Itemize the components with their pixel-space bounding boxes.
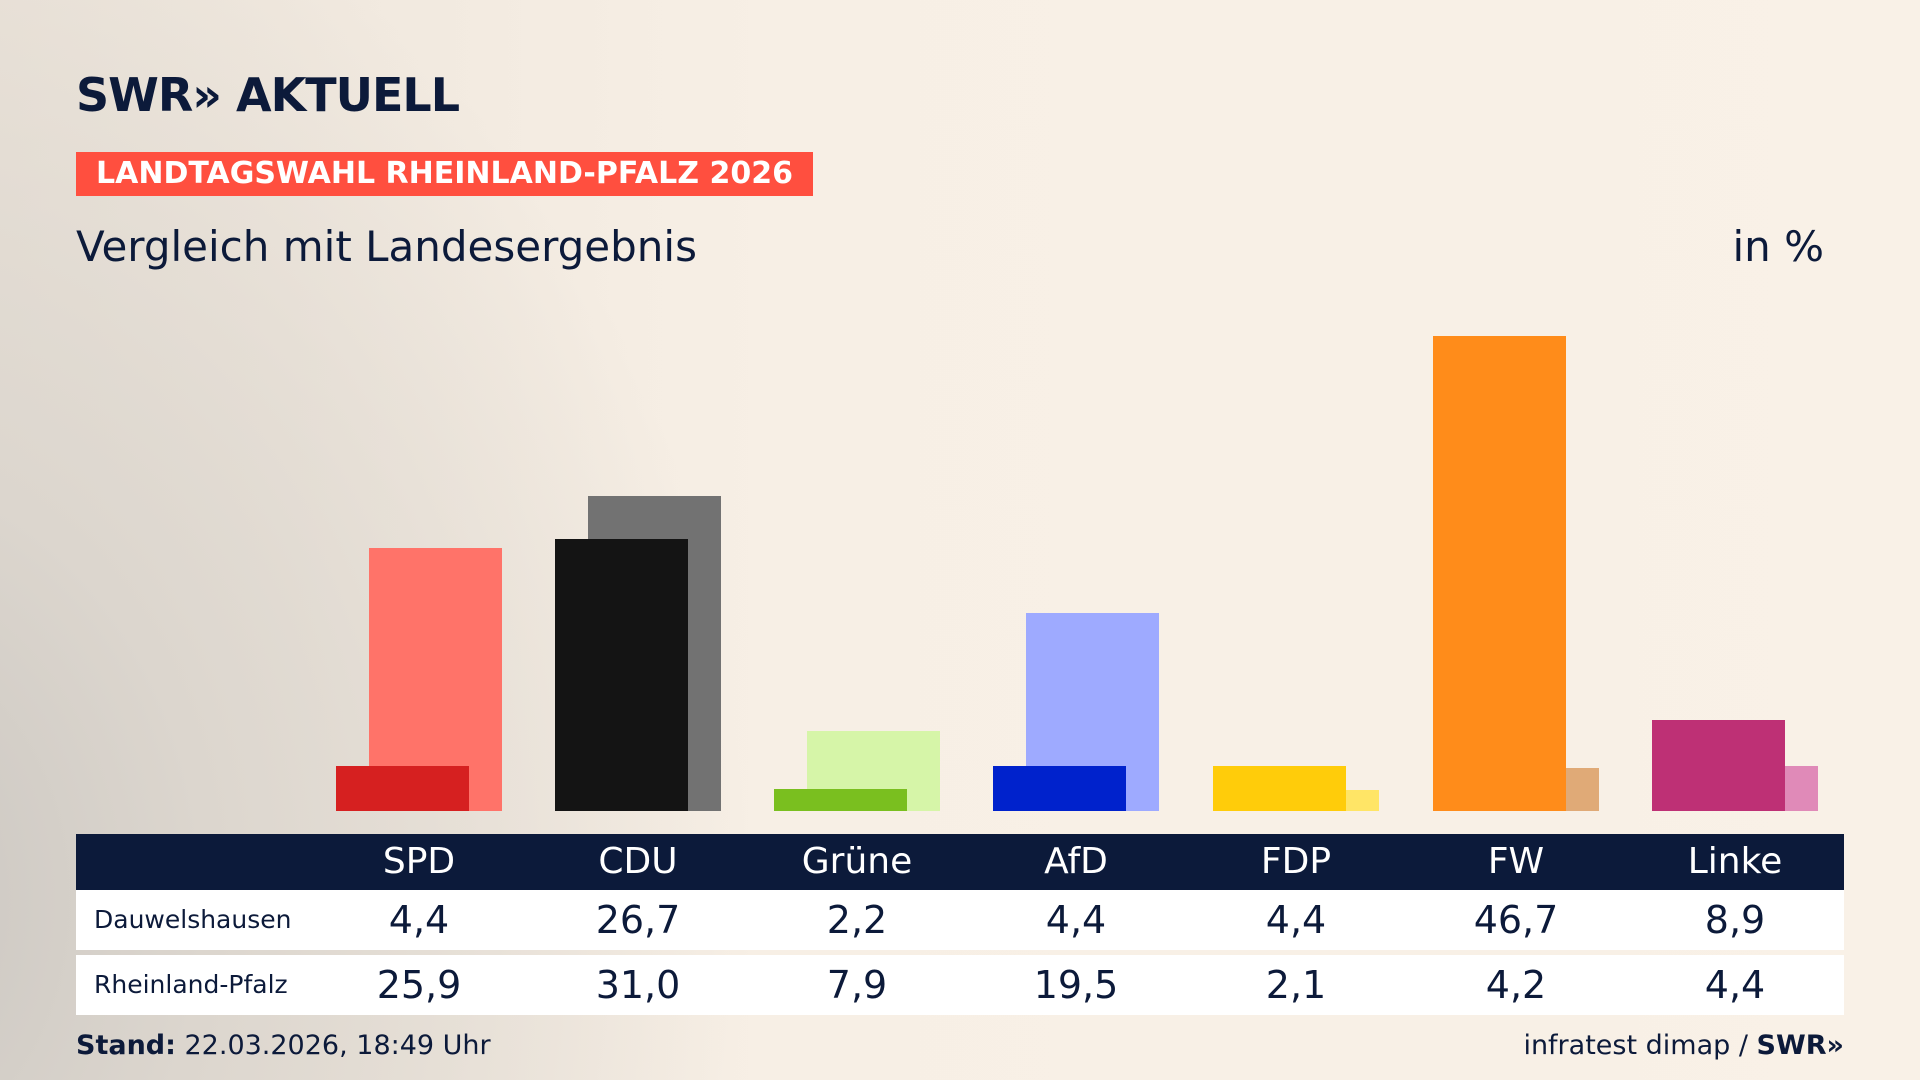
value-cell: 31,0 [595,963,681,1007]
table-header: SPD CDU Grüne AfD FDP FW Linke [76,834,1844,890]
row-label: Rheinland-Pfalz [94,970,288,999]
party-header: CDU [598,841,678,882]
party-header: FW [1487,841,1545,882]
value-cell: 2,1 [1265,963,1327,1007]
bar-local-grüne [774,788,907,811]
value-cell: 4,4 [1045,898,1107,942]
timestamp: Stand: 22.03.2026, 18:49 Uhr [76,1030,491,1061]
party-header: Grüne [801,841,913,882]
table-row-local: Dauwelshausen 4,4 26,7 2,2 4,4 4,4 46,7 8,9 [76,890,1844,950]
party-header: FDP [1260,841,1332,882]
bar-local-fw [1433,336,1566,811]
bar-local-linke [1652,720,1785,811]
party-header: SPD [382,841,456,882]
chart-title: Vergleich mit Landesergebnis [76,222,697,271]
value-cell: 4,2 [1485,963,1547,1007]
value-cell: 25,9 [376,963,462,1007]
value-cell: 4,4 [1704,963,1766,1007]
bar-local-spd [336,766,469,811]
value-cell: 46,7 [1473,898,1559,942]
unit-label: in % [1732,222,1824,271]
value-cell: 2,2 [826,898,888,942]
value-cell: 19,5 [1033,963,1119,1007]
value-cell: 8,9 [1704,898,1766,942]
election-label: LANDTAGSWAHL RHEINLAND-PFALZ 2026 [76,152,813,196]
swr-aktuell-logo: SWR» AKTUELL [76,68,460,122]
stand-label: Stand: [76,1030,176,1061]
swr-small-logo: SWR» [1756,1030,1844,1061]
stand-value: 22.03.2026, 18:49 Uhr [175,1030,491,1061]
party-header: AfD [1044,841,1108,882]
bar-local-fdp [1213,766,1346,811]
value-cell: 4,4 [388,898,450,942]
source: infratest dimap / SWR» [1523,1030,1844,1061]
bar-local-afd [993,766,1126,811]
bar-local-cdu [555,539,688,811]
source-text: infratest dimap / [1523,1030,1757,1061]
value-cell: 4,4 [1265,898,1327,942]
party-header: Linke [1687,841,1783,882]
value-cell: 7,9 [826,963,888,1007]
table-row-state: Rheinland-Pfalz 25,9 31,0 7,9 19,5 2,1 4,2 4,4 [76,955,1844,1015]
value-cell: 26,7 [595,898,681,942]
row-label: Dauwelshausen [94,905,292,934]
